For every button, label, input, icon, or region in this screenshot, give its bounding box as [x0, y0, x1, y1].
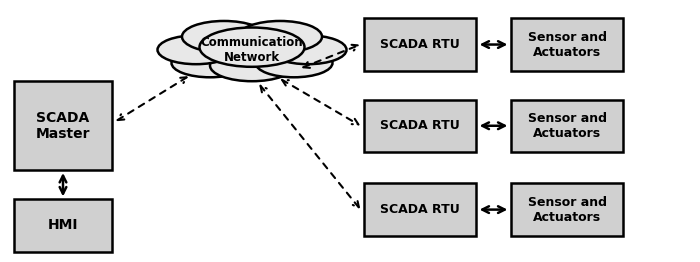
FancyBboxPatch shape: [511, 100, 623, 152]
FancyBboxPatch shape: [364, 183, 476, 236]
Text: Sensor and
Actuators: Sensor and Actuators: [528, 196, 606, 223]
FancyBboxPatch shape: [364, 100, 476, 152]
Circle shape: [182, 21, 266, 52]
Text: Communication
Network: Communication Network: [201, 36, 303, 64]
Text: HMI: HMI: [48, 218, 78, 232]
Text: SCADA
Master: SCADA Master: [36, 111, 90, 141]
Circle shape: [199, 28, 304, 67]
FancyBboxPatch shape: [364, 18, 476, 71]
FancyBboxPatch shape: [14, 199, 112, 252]
Circle shape: [270, 35, 346, 64]
Circle shape: [256, 48, 332, 77]
Text: Sensor and
Actuators: Sensor and Actuators: [528, 31, 606, 58]
FancyBboxPatch shape: [14, 81, 112, 170]
Circle shape: [158, 35, 234, 64]
Text: SCADA RTU: SCADA RTU: [380, 38, 460, 51]
FancyBboxPatch shape: [511, 18, 623, 71]
FancyBboxPatch shape: [511, 183, 623, 236]
Circle shape: [172, 48, 248, 77]
Text: Sensor and
Actuators: Sensor and Actuators: [528, 112, 606, 140]
Circle shape: [238, 21, 322, 52]
Text: SCADA RTU: SCADA RTU: [380, 203, 460, 216]
Text: SCADA RTU: SCADA RTU: [380, 119, 460, 132]
Circle shape: [210, 50, 294, 81]
